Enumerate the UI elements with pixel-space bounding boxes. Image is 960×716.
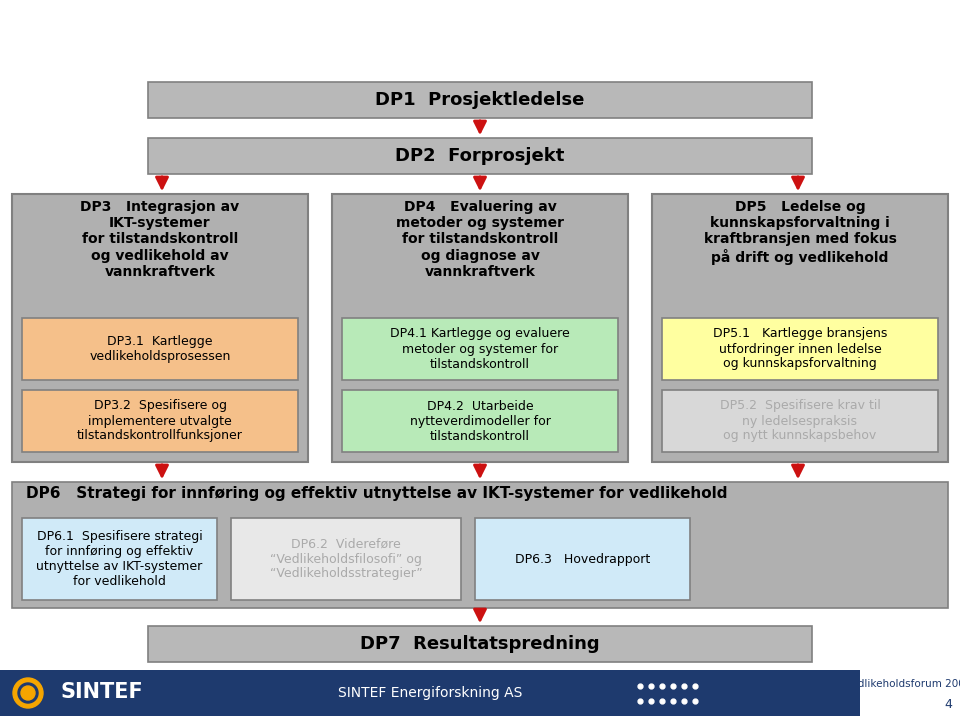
Text: DP6.1  Spesifisere strategi
for innføring og effektiv
utnyttelse av IKT-systemer: DP6.1 Spesifisere strategi for innføring… bbox=[36, 530, 203, 588]
Bar bbox=[22, 518, 217, 600]
Circle shape bbox=[21, 686, 35, 700]
Circle shape bbox=[13, 678, 43, 708]
Text: DP5.1   Kartlegge bransjens
utfordringer innen ledelse
og kunnskapsforvaltning: DP5.1 Kartlegge bransjens utfordringer i… bbox=[713, 327, 887, 370]
Text: DP6.3   Hovedrapport: DP6.3 Hovedrapport bbox=[515, 553, 650, 566]
Bar bbox=[342, 390, 618, 452]
Text: SINTEF: SINTEF bbox=[60, 682, 143, 702]
Bar bbox=[662, 390, 938, 452]
Bar bbox=[22, 318, 298, 380]
Text: SINTEF Energiforskning AS: SINTEF Energiforskning AS bbox=[338, 686, 522, 700]
Text: Vedlikeholdsforum 2004: Vedlikeholdsforum 2004 bbox=[845, 679, 960, 689]
Text: DP3   Integrasjon av
IKT-systemer
for tilstandskontroll
og vedlikehold av
vannkr: DP3 Integrasjon av IKT-systemer for tils… bbox=[81, 200, 240, 279]
Text: DP3.2  Spesifisere og
implementere utvalgte
tilstandskontrollfunksjoner: DP3.2 Spesifisere og implementere utvalg… bbox=[77, 400, 243, 442]
Text: DP3.1  Kartlegge
vedlikeholdsprosessen: DP3.1 Kartlegge vedlikeholdsprosessen bbox=[89, 335, 230, 363]
Bar bbox=[332, 194, 628, 462]
Text: DP4.1 Kartlegge og evaluere
metoder og systemer for
tilstandskontroll: DP4.1 Kartlegge og evaluere metoder og s… bbox=[390, 327, 570, 370]
Text: DP5.2  Spesifisere krav til
ny ledelsespraksis
og nytt kunnskapsbehov: DP5.2 Spesifisere krav til ny ledelsespr… bbox=[720, 400, 880, 442]
Text: DP6.2  Videreføre
“Vedlikeholdsfilosofi” og
“Vedlikeholdsstrategier”: DP6.2 Videreføre “Vedlikeholdsfilosofi” … bbox=[270, 538, 422, 581]
Bar bbox=[342, 318, 618, 380]
Text: 4: 4 bbox=[944, 698, 952, 711]
Text: DP2  Forprosjekt: DP2 Forprosjekt bbox=[396, 147, 564, 165]
Bar bbox=[652, 194, 948, 462]
Circle shape bbox=[18, 683, 38, 703]
Bar bbox=[231, 518, 461, 600]
Bar bbox=[12, 482, 948, 608]
Bar bbox=[0, 670, 860, 716]
Text: DP4   Evaluering av
metoder og systemer
for tilstandskontroll
og diagnose av
van: DP4 Evaluering av metoder og systemer fo… bbox=[396, 200, 564, 279]
Text: DP7  Resultatspredning: DP7 Resultatspredning bbox=[360, 635, 600, 653]
Bar bbox=[22, 390, 298, 452]
Bar bbox=[148, 138, 812, 174]
Text: DP6   Strategi for innføring og effektiv utnyttelse av IKT-systemer for vedlikeh: DP6 Strategi for innføring og effektiv u… bbox=[26, 486, 728, 501]
Bar bbox=[662, 318, 938, 380]
Bar bbox=[148, 626, 812, 662]
Bar bbox=[475, 518, 690, 600]
Text: DP1  Prosjektledelse: DP1 Prosjektledelse bbox=[375, 91, 585, 109]
Text: DP4.2  Utarbeide
nytteverdimodeller for
tilstandskontroll: DP4.2 Utarbeide nytteverdimodeller for t… bbox=[410, 400, 550, 442]
Text: DP5   Ledelse og
kunnskapsforvaltning i
kraftbransjen med fokus
på drift og vedl: DP5 Ledelse og kunnskapsforvaltning i kr… bbox=[704, 200, 897, 265]
Bar bbox=[148, 82, 812, 118]
Bar bbox=[12, 194, 308, 462]
